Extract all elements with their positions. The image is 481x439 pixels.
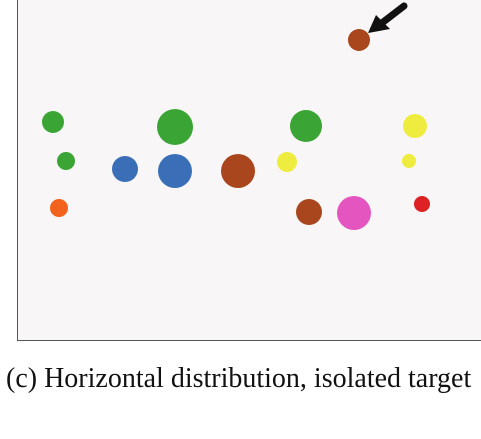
x-axis-line: [17, 340, 481, 341]
blue-circle: [112, 156, 138, 182]
circles-layer: [42, 2, 430, 230]
orange-circle: [50, 199, 68, 217]
pink-circle: [337, 196, 371, 230]
red-circle: [414, 196, 430, 212]
isolated-target-circle: [348, 29, 370, 51]
green-circle: [57, 152, 75, 170]
green-circle: [157, 109, 193, 145]
arrow-pointing-to-target-icon: [368, 2, 408, 33]
yellow-circle: [277, 152, 297, 172]
green-circle: [42, 111, 64, 133]
brown-circle: [296, 199, 322, 225]
brown-circle: [221, 154, 255, 188]
yellow-circle: [402, 154, 416, 168]
blue-circle: [158, 154, 192, 188]
green-circle: [290, 110, 322, 142]
y-axis-line: [17, 0, 18, 341]
yellow-circle: [403, 114, 427, 138]
figure-panel: [17, 0, 481, 341]
figure-caption: (c) Horizontal distribution, isolated ta…: [6, 363, 472, 394]
